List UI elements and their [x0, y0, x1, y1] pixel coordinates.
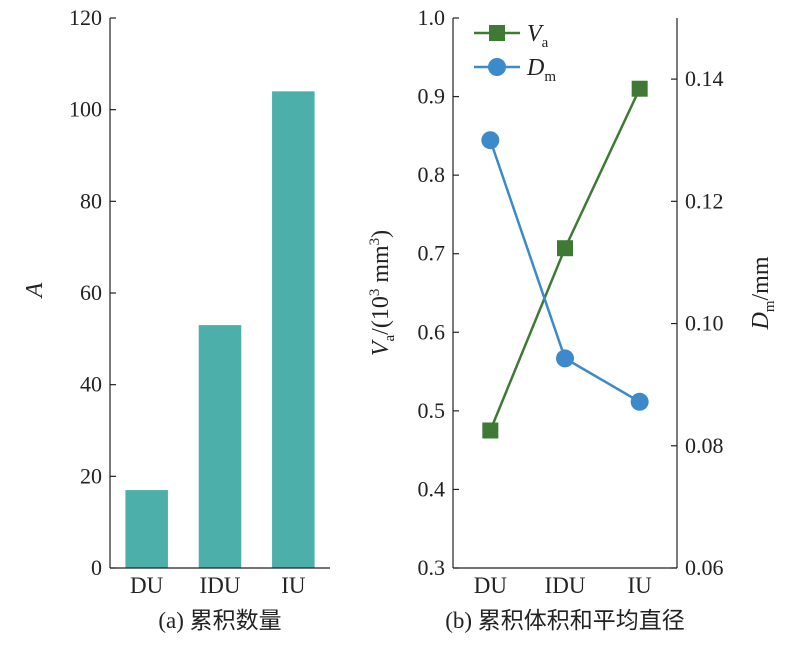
- bar-idu: [198, 325, 242, 568]
- bar-y-axis-title: A: [22, 282, 48, 299]
- line-chart-panel: 0.3 0.4 0.5 0.6 0.7 0.8 0.9 1.0 0.06 0.08 0.10 0.1…: [367, 5, 778, 633]
- bar-chart-panel: 0 20 40 60 80 100 120 DU IDU IU A (a) 累积数量: [22, 5, 330, 633]
- right-y-axis-title-text: /mm: [748, 256, 774, 300]
- series-line-va: [489, 88, 641, 431]
- line-left-y-tick-label: 0.4: [418, 476, 446, 501]
- left-y-axis-title-unit-sup: 3: [367, 238, 383, 246]
- bar-group: [125, 91, 315, 568]
- line-x-tick-label: IU: [628, 573, 653, 598]
- bar-y-tick-label: 60: [80, 280, 102, 305]
- line-x-tick-labels: DU IDU IU: [474, 573, 652, 598]
- line-left-y-tick-label: 0.9: [418, 84, 446, 109]
- left-y-axis-title-unit: mm: [368, 245, 394, 289]
- bar-x-tick-labels: DU IDU IU: [130, 573, 306, 598]
- left-y-axis-title: Va/(103 mm3): [367, 230, 398, 356]
- legend-label-va: Va: [527, 21, 549, 51]
- right-y-axis-title-sub: m: [762, 300, 778, 312]
- bar-y-tick-label: 100: [69, 97, 102, 122]
- line-left-y-tick-label: 0.6: [418, 319, 446, 344]
- line-x-tick-label: IDU: [545, 573, 586, 598]
- legend: Va Dm: [474, 21, 556, 85]
- bar-y-tick-label: 20: [80, 463, 102, 488]
- line-left-y-tick-label: 0.5: [418, 398, 446, 423]
- legend-marker-dm: [488, 58, 506, 76]
- right-y-axis-title-var: D: [748, 312, 774, 330]
- line-left-y-tick-labels: 0.3 0.4 0.5 0.6 0.7 0.8 0.9 1.0: [418, 5, 446, 580]
- line-x-tick-label: DU: [474, 573, 508, 598]
- legend-marker-va: [489, 25, 505, 41]
- line-left-y-tick-label: 1.0: [418, 5, 446, 30]
- bar-y-tick-label: 120: [69, 5, 102, 30]
- line-left-y-tick-label: 0.7: [418, 241, 446, 266]
- line-series-group: [481, 80, 649, 439]
- left-y-axis-title-sub: a: [382, 335, 398, 342]
- left-y-axis-title-var: V: [368, 339, 394, 356]
- bar-iu: [272, 91, 315, 568]
- line-right-y-tick-label: 0.06: [685, 555, 724, 580]
- point-va-idu: [557, 240, 573, 257]
- line-right-y-tick-label: 0.12: [685, 188, 724, 213]
- line-right-y-tick-label: 0.08: [685, 433, 724, 458]
- line-left-y-tick-label: 0.8: [418, 162, 446, 187]
- right-y-axis-title: Dm/mm: [748, 256, 778, 330]
- legend-label-dm-sub: m: [544, 69, 556, 85]
- point-va-du: [482, 422, 499, 439]
- bar-y-tick-label: 0: [91, 555, 102, 580]
- point-va-iu: [631, 80, 648, 97]
- point-dm-idu: [556, 349, 574, 368]
- bar-y-tick-label: 40: [80, 372, 102, 397]
- bar-du: [125, 490, 168, 568]
- bar-chart-axes: [109, 17, 330, 569]
- line-left-y-tick-label: 0.3: [418, 555, 446, 580]
- legend-label-dm: Dm: [526, 55, 556, 85]
- line-right-y-tick-labels: 0.06 0.08 0.10 0.12 0.14: [685, 66, 724, 580]
- bar-x-tick-label: IDU: [200, 573, 241, 598]
- point-dm-du: [481, 131, 500, 150]
- left-y-axis-title-close: ): [368, 230, 394, 238]
- left-y-axis-title-text: /(10: [368, 296, 394, 335]
- bar-chart-caption: (a) 累积数量: [158, 608, 281, 633]
- line-right-y-tick-label: 0.10: [685, 311, 724, 336]
- bar-y-tick-labels: 0 20 40 60 80 100 120: [69, 5, 102, 580]
- bar-x-tick-label: IU: [281, 573, 306, 598]
- line-right-y-tick-label: 0.14: [685, 66, 724, 91]
- line-chart-axes: [452, 17, 678, 569]
- bar-x-tick-label: DU: [130, 573, 164, 598]
- line-chart-caption: (b) 累积体积和平均直径: [445, 608, 685, 633]
- legend-label-va-name: V: [527, 21, 544, 47]
- point-dm-iu: [630, 392, 649, 411]
- left-y-axis-title-sup: 3: [367, 289, 383, 297]
- bar-y-tick-label: 80: [80, 188, 102, 213]
- legend-label-dm-name: D: [526, 55, 544, 81]
- legend-label-va-sub: a: [542, 35, 549, 51]
